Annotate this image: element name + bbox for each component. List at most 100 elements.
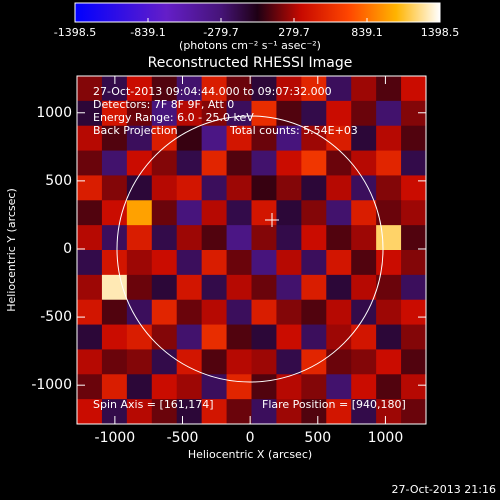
heat-cell [151,399,178,424]
heat-cell [276,250,302,276]
heat-cell [326,399,352,424]
heat-cell [101,324,128,350]
heat-cell [77,399,103,424]
heat-cell [351,374,377,400]
colorbar-tick-label: -839.1 [130,26,165,39]
heat-cell [326,250,352,276]
heat-cell [77,76,103,102]
heat-cell [401,175,426,201]
heat-cell [301,175,327,201]
y-tick-label: 0 [63,241,72,257]
heat-cell [301,150,327,176]
heat-cell [276,349,302,375]
heat-cell [351,200,377,226]
heat-cell [201,324,228,350]
y-tick-label: -500 [40,309,72,325]
heat-cell [276,299,302,326]
heat-cell [77,175,103,201]
heat-cell [176,250,203,276]
heat-cell [401,374,426,400]
heat-cell [326,374,352,400]
heat-cell [326,76,352,102]
heat-cell [376,100,402,127]
heat-cell [151,200,178,226]
heat-cell [226,100,252,127]
heat-cell [326,175,352,201]
heat-cell [77,250,103,276]
flare-position: Flare Position = [940,180] [262,398,406,411]
heat-cell [276,274,302,301]
heat-cell [251,150,277,176]
heat-cell [201,150,228,176]
heat-cell [351,225,377,251]
heat-cell [101,175,128,201]
heat-cell [401,274,426,301]
heat-cell [376,399,402,424]
heat-cell [101,299,128,326]
y-axis-label: Heliocentric Y (arcsec) [5,188,18,312]
heat-cell [226,76,252,102]
heat-cell [251,349,277,375]
heat-cell [376,175,402,201]
heat-cell [301,274,327,301]
heat-cell [77,225,103,251]
heat-cell [126,299,153,326]
heat-cell [176,225,203,251]
heat-cell [77,125,103,152]
heat-cell [201,225,228,251]
heat-cell [401,100,426,127]
heat-cell [176,200,203,226]
heat-cell [101,150,128,176]
heat-cell [326,125,352,152]
heat-cell [126,225,153,251]
heat-cell [301,100,327,127]
heat-cell [401,399,426,424]
plot-frame [76,75,427,425]
heat-cell [151,76,178,102]
heat-cell [151,100,178,127]
heat-cell [151,175,178,201]
heat-cell [126,100,153,127]
heat-cell [201,175,228,201]
heat-cell [376,125,402,152]
heat-cell [101,374,128,400]
heat-cell [201,250,228,276]
heat-cell [226,299,252,326]
heat-cell [176,125,203,152]
heat-cell [251,274,277,301]
heat-cell [101,225,128,251]
heat-cell [326,299,352,326]
y-tick-label: -1000 [31,377,72,393]
heat-cell [351,76,377,102]
heat-cell [151,299,178,326]
solar-limb [116,115,384,383]
heat-cell [77,274,103,301]
heat-cell [201,125,228,152]
heat-cell [151,349,178,375]
y-tick-label: 1000 [36,105,72,121]
heat-cell [276,76,302,102]
heat-cell [226,200,252,226]
heat-cell [376,324,402,350]
timestamp: 27-Oct-2013 21:16 [392,483,496,496]
heat-cell [401,250,426,276]
heat-cell [77,374,103,400]
heat-cell [301,250,327,276]
colorbar-tick-label: -1398.5 [54,26,96,39]
heat-cell [326,150,352,176]
heat-cell [301,125,327,152]
heat-cell [126,76,153,102]
annotation: Detectors: 7F 8F 9F, Att 0 [93,98,234,111]
heat-cell [226,125,252,152]
heat-cell [401,76,426,102]
heat-cell [226,374,252,400]
heat-cell [251,324,277,350]
heat-cell [126,399,153,424]
heat-cell [326,324,352,350]
heat-cell [126,324,153,350]
heat-cell [226,274,252,301]
heat-cell [276,399,302,424]
heat-cell [151,374,178,400]
heat-cell [276,324,302,350]
heat-cell [251,225,277,251]
